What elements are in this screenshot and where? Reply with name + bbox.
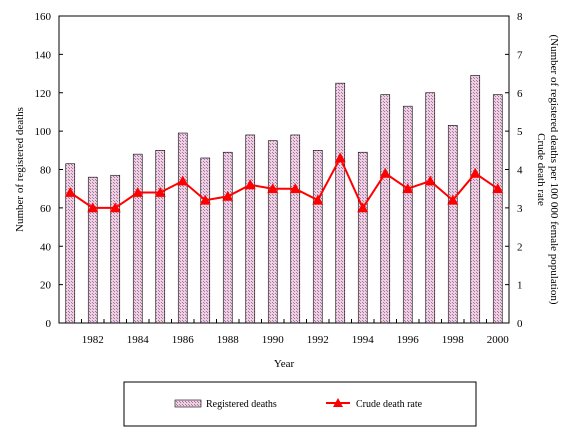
bar-1988 bbox=[222, 151, 233, 324]
x-axis-label: Year bbox=[274, 358, 295, 370]
y2-axis-label-line-2: (Number of registered deaths per 100 000… bbox=[548, 34, 560, 304]
point-1983 bbox=[109, 202, 121, 213]
right-tick-label-7: 7 bbox=[517, 49, 523, 61]
x-tick-label-1984: 1984 bbox=[127, 334, 150, 346]
point-1982 bbox=[87, 202, 99, 213]
bar-1991 bbox=[290, 134, 301, 324]
x-tick-label-1996: 1996 bbox=[397, 334, 420, 346]
y-axis-label: Number of registered deaths bbox=[14, 107, 26, 232]
bar-2000 bbox=[492, 94, 503, 324]
left-tick-label-140: 140 bbox=[35, 49, 52, 61]
point-1990 bbox=[267, 183, 279, 194]
x-axis: 1982 1984 1986 1988 1990 1992 1994 1996 1998 2000 bbox=[58, 319, 510, 346]
bar-1994 bbox=[357, 151, 368, 324]
point-1999 bbox=[469, 167, 481, 178]
left-tick-label-40: 40 bbox=[40, 241, 52, 253]
bar-1997 bbox=[425, 92, 436, 324]
point-1997 bbox=[424, 175, 436, 186]
x-tick-label-1986: 1986 bbox=[172, 334, 195, 346]
point-1985 bbox=[154, 187, 166, 197]
x-tick-label-1994: 1994 bbox=[352, 334, 375, 346]
plot-frame bbox=[58, 15, 510, 324]
x-tick-label-1990: 1990 bbox=[262, 334, 285, 346]
right-tick-label-6: 6 bbox=[517, 88, 523, 100]
right-tick-label-8: 8 bbox=[517, 11, 523, 23]
left-tick-label-160: 160 bbox=[35, 11, 52, 23]
left-axis: 0 20 40 60 80 100 120 140 160 bbox=[35, 11, 63, 330]
bar-1993 bbox=[335, 82, 346, 324]
right-tick-label-0: 0 bbox=[517, 318, 523, 330]
bar-1992 bbox=[312, 150, 323, 324]
legend-bar-swatch bbox=[174, 399, 202, 408]
x-tick-label-1988: 1988 bbox=[217, 334, 240, 346]
point-1998 bbox=[447, 194, 459, 205]
point-1992 bbox=[312, 194, 324, 205]
point-2000 bbox=[492, 183, 504, 194]
point-1996 bbox=[402, 183, 414, 194]
bar-1984 bbox=[132, 153, 143, 324]
left-tick-label-100: 100 bbox=[35, 126, 52, 138]
bar-1996 bbox=[402, 105, 413, 324]
point-1988 bbox=[222, 190, 234, 201]
point-1994 bbox=[357, 202, 369, 213]
bar-series bbox=[65, 75, 503, 324]
point-1987 bbox=[199, 194, 211, 205]
left-tick-label-0: 0 bbox=[46, 318, 52, 330]
x-tick-label-1982: 1982 bbox=[82, 334, 104, 346]
line-series bbox=[64, 152, 504, 213]
right-tick-label-5: 5 bbox=[517, 126, 523, 138]
point-1984 bbox=[132, 187, 144, 197]
point-1991 bbox=[289, 183, 301, 194]
left-tick-label-20: 20 bbox=[40, 280, 52, 292]
bar-1987 bbox=[200, 157, 211, 324]
bar-1982 bbox=[87, 176, 98, 324]
bar-1989 bbox=[245, 134, 256, 324]
legend-triangle-marker bbox=[333, 398, 343, 407]
bar-1986 bbox=[177, 132, 188, 324]
point-1993 bbox=[334, 152, 346, 163]
right-tick-label-3: 3 bbox=[517, 203, 523, 215]
legend-label-crude-death-rate: Crude death rate bbox=[356, 399, 423, 410]
right-tick-label-1: 1 bbox=[517, 280, 523, 292]
point-1995 bbox=[379, 167, 391, 178]
legend-label-registered-deaths: Registered deaths bbox=[206, 399, 277, 410]
bar-1983 bbox=[110, 174, 121, 324]
right-axis: 0 1 2 3 4 5 6 7 8 bbox=[505, 11, 523, 330]
y2-axis-label-line-1: Crude death rate bbox=[535, 133, 547, 206]
bar-1995 bbox=[380, 94, 391, 324]
right-tick-label-2: 2 bbox=[517, 241, 523, 253]
x-tick-label-1992: 1992 bbox=[307, 334, 329, 346]
point-1989 bbox=[244, 179, 256, 190]
right-tick-label-4: 4 bbox=[517, 165, 523, 177]
x-tick-label-2000: 2000 bbox=[487, 334, 510, 346]
bar-1998 bbox=[447, 125, 458, 324]
bar-1990 bbox=[267, 140, 278, 324]
x-tick-label-1998: 1998 bbox=[442, 334, 465, 346]
bar-1999 bbox=[470, 75, 481, 324]
left-tick-label-80: 80 bbox=[40, 165, 52, 177]
left-tick-label-60: 60 bbox=[40, 203, 52, 215]
legend: Registered deaths Crude death rate bbox=[123, 381, 477, 427]
left-tick-label-120: 120 bbox=[35, 88, 52, 100]
point-1986 bbox=[177, 175, 189, 186]
point-1981 bbox=[64, 187, 76, 197]
bar-1985 bbox=[155, 150, 166, 324]
